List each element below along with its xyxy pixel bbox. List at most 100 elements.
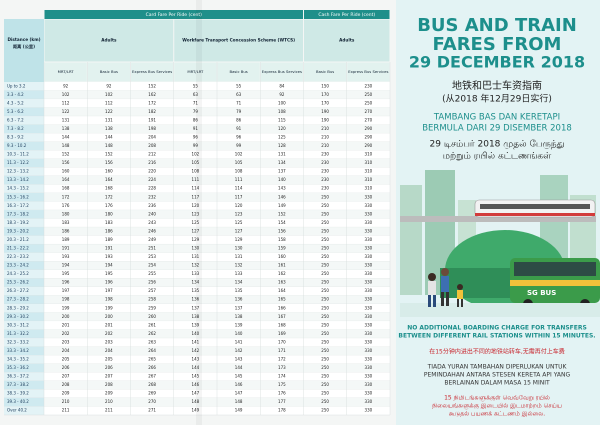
- fare: 207: [62, 374, 70, 379]
- fare: 172: [62, 194, 70, 199]
- fare: 250: [321, 297, 329, 302]
- fare-table: Card Fare Per Ride (cent) Cash Fare Per R…: [4, 0, 391, 425]
- fare: 330: [365, 220, 373, 225]
- fare: 250: [321, 382, 329, 387]
- fare: 250: [321, 271, 329, 276]
- distance-header-text: 距离 (公里): [13, 43, 35, 50]
- distance-cell: [4, 372, 44, 381]
- distance: 7.3 - 8.2: [7, 126, 24, 131]
- fare: 134: [235, 280, 243, 285]
- fare: 310: [365, 186, 373, 191]
- fare: 230: [321, 177, 329, 182]
- fare: 183: [105, 220, 113, 225]
- fare: 55: [236, 83, 242, 88]
- fare: 156: [105, 160, 113, 165]
- fare: 117: [235, 194, 243, 199]
- fare: 189: [105, 237, 113, 242]
- distance: 38.3 - 39.2: [7, 391, 29, 396]
- fare: 149: [278, 203, 286, 208]
- fare: 208: [62, 382, 70, 387]
- fare: 330: [365, 211, 373, 216]
- fare: 164: [62, 177, 70, 182]
- fare: 250: [321, 254, 329, 259]
- fare: 129: [235, 237, 243, 242]
- category-header: [304, 19, 390, 62]
- fare: 330: [365, 391, 373, 396]
- title: 29 DECEMBER 2018: [409, 53, 585, 72]
- note-ta: கூடுதல் பயணக் கட்டணம் இல்லை.: [449, 411, 545, 418]
- fare: 130: [235, 246, 243, 251]
- distance-cell: [4, 141, 44, 151]
- fare: 265: [148, 357, 156, 362]
- fare: 230: [321, 160, 329, 165]
- malay-title: TAMBANG BAS DAN KERETAPI: [433, 113, 560, 123]
- column-header-text: Basic Bus: [100, 69, 118, 74]
- category-header-text: Workfare Transport Concession Scheme (WT…: [182, 38, 295, 43]
- distance: 13.3 - 14.2: [7, 177, 29, 182]
- fare: 168: [62, 186, 70, 191]
- fare: 232: [148, 194, 156, 199]
- distance: 31.3 - 32.2: [7, 331, 29, 336]
- fare: 169: [278, 331, 286, 336]
- column-header: [347, 62, 390, 82]
- fare: 166: [278, 305, 286, 310]
- fare: 200: [105, 314, 113, 319]
- distance-cell: [4, 133, 44, 142]
- fare: 159: [278, 246, 286, 251]
- fare: 170: [278, 339, 286, 344]
- fare: 144: [192, 365, 200, 370]
- fare: 330: [365, 228, 373, 233]
- fare: 310: [365, 169, 373, 174]
- fare: 205: [62, 357, 70, 362]
- fare: 230: [365, 83, 373, 88]
- fare: 123: [192, 211, 200, 216]
- distance: 23.3 - 24.2: [7, 263, 29, 268]
- fare: 250: [321, 280, 329, 285]
- distance-cell: [4, 244, 44, 253]
- fare: 250: [321, 408, 329, 413]
- group-header: [304, 10, 390, 19]
- distance-cell: [4, 338, 44, 347]
- fare: 131: [105, 117, 113, 122]
- fare: 255: [148, 271, 156, 276]
- fare: 191: [62, 246, 70, 251]
- fare: 173: [278, 365, 286, 370]
- fare: 330: [365, 357, 373, 362]
- column-header-text: MRT/LRT: [187, 69, 204, 74]
- fare: 260: [148, 314, 156, 319]
- fare: 190: [321, 117, 329, 122]
- note-en: NO ADDITIONAL BOARDING CHARGE FOR TRANSF…: [407, 325, 587, 332]
- note-ms: TIADA YURAN TAMBAHAN DIPERLUKAN UNTUK: [427, 364, 568, 371]
- fare: 210: [321, 126, 329, 131]
- fare: 191: [105, 246, 113, 251]
- fare: 145: [235, 374, 243, 379]
- distance: 11.3 - 12.2: [7, 160, 29, 165]
- fare: 132: [192, 263, 200, 268]
- fare: 131: [192, 254, 200, 259]
- fare: 210: [321, 135, 329, 140]
- fare: 117: [192, 194, 200, 199]
- distance: 33.3 - 34.2: [7, 348, 29, 353]
- fare: 170: [321, 92, 329, 97]
- fare: 240: [148, 211, 156, 216]
- column-header: [260, 62, 303, 82]
- fare: 290: [365, 126, 373, 131]
- distance-cell: [4, 201, 44, 211]
- fare: 148: [62, 143, 70, 148]
- distance: 28.3 - 29.2: [7, 305, 29, 310]
- fare: 128: [278, 143, 286, 148]
- fare: 143: [278, 186, 286, 191]
- fare: 250: [321, 263, 329, 268]
- fare: 310: [365, 177, 373, 182]
- fare: 330: [365, 203, 373, 208]
- fare: 206: [62, 365, 70, 370]
- fare: 230: [321, 152, 329, 157]
- fare: 146: [278, 194, 286, 199]
- fare: 266: [148, 365, 156, 370]
- fare: 127: [192, 228, 200, 233]
- fare: 100: [278, 100, 286, 105]
- distance-cell: [4, 90, 44, 100]
- distance-cell: [4, 321, 44, 330]
- distance-cell: [4, 329, 44, 339]
- bus-logo: SG BUS: [527, 289, 556, 297]
